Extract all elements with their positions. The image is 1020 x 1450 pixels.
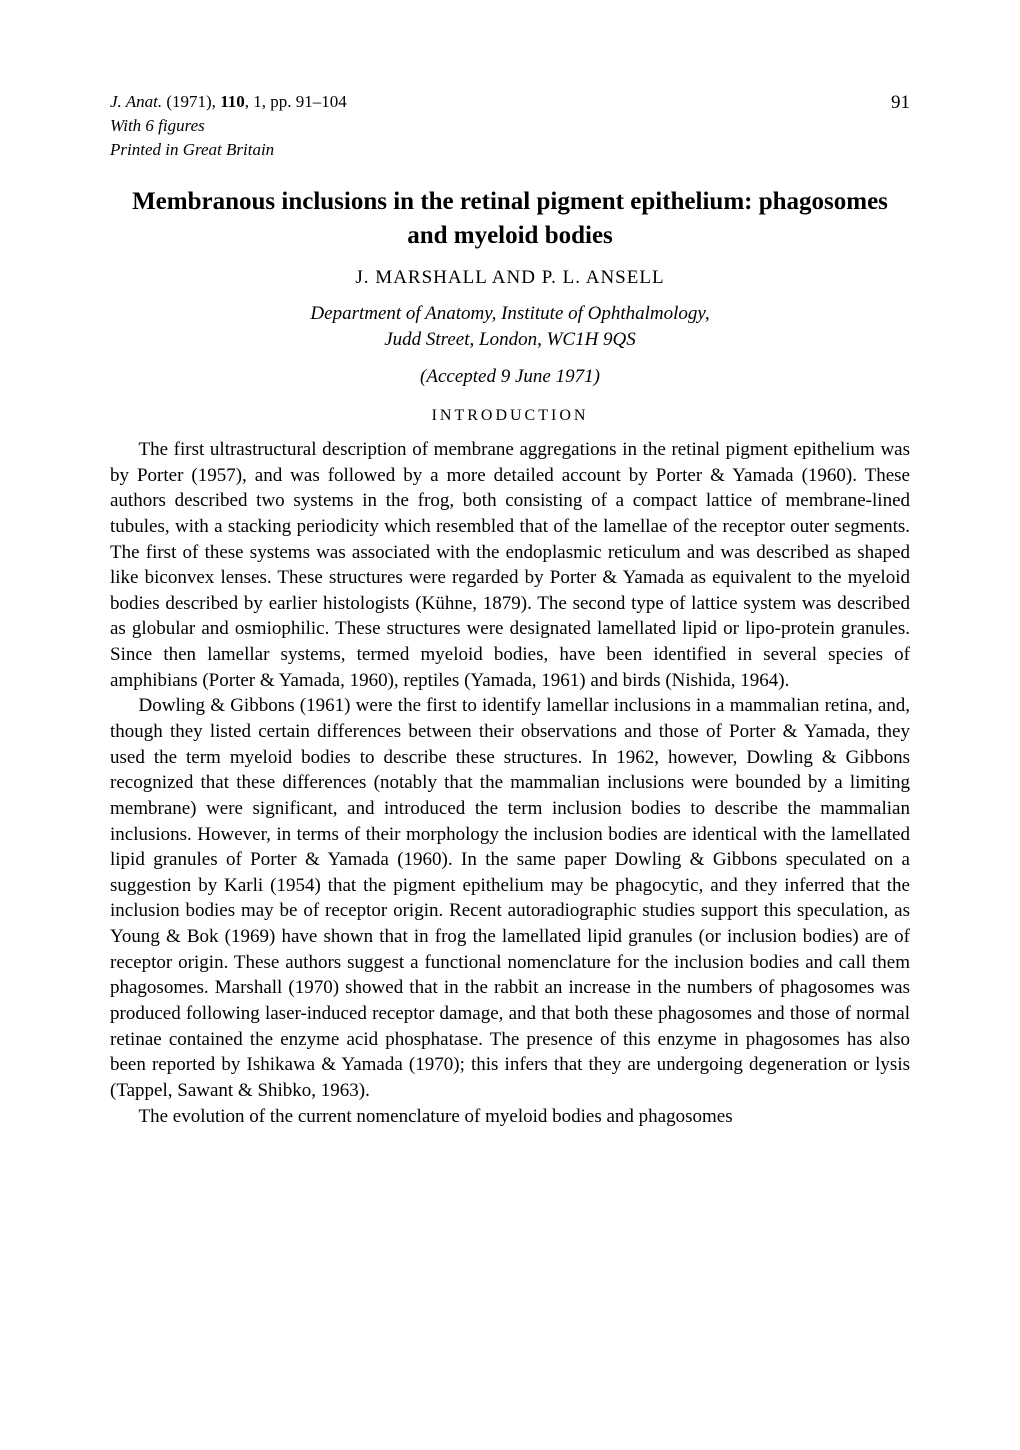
affiliation: Department of Anatomy, Institute of Opht… bbox=[110, 301, 910, 354]
body-paragraph: The evolution of the current nomenclatur… bbox=[110, 1104, 910, 1130]
journal-info: J. Anat. (1971), 110, 1, pp. 91–104 With… bbox=[110, 90, 910, 161]
journal-line3: Printed in Great Britain bbox=[110, 140, 274, 159]
article-title: Membranous inclusions in the retinal pig… bbox=[110, 185, 910, 253]
journal-line1-suffix: , 1, pp. 91–104 bbox=[245, 92, 347, 111]
journal-year: (1971), bbox=[162, 92, 220, 111]
page-number: 91 bbox=[891, 90, 910, 116]
affiliation-line2: Judd Street, London, WC1H 9QS bbox=[384, 329, 636, 350]
affiliation-line1: Department of Anatomy, Institute of Opht… bbox=[310, 303, 709, 324]
authors: J. MARSHALL AND P. L. ANSELL bbox=[110, 265, 910, 291]
section-heading-introduction: INTRODUCTION bbox=[110, 405, 910, 427]
body-paragraph: Dowling & Gibbons (1961) were the first … bbox=[110, 693, 910, 1103]
journal-line2: With 6 figures bbox=[110, 116, 205, 135]
journal-line1-prefix: J. Anat. bbox=[110, 92, 162, 111]
accepted-date: (Accepted 9 June 1971) bbox=[110, 364, 910, 390]
journal-volume: 110 bbox=[220, 92, 245, 111]
body-paragraph: The first ultrastructural description of… bbox=[110, 437, 910, 693]
